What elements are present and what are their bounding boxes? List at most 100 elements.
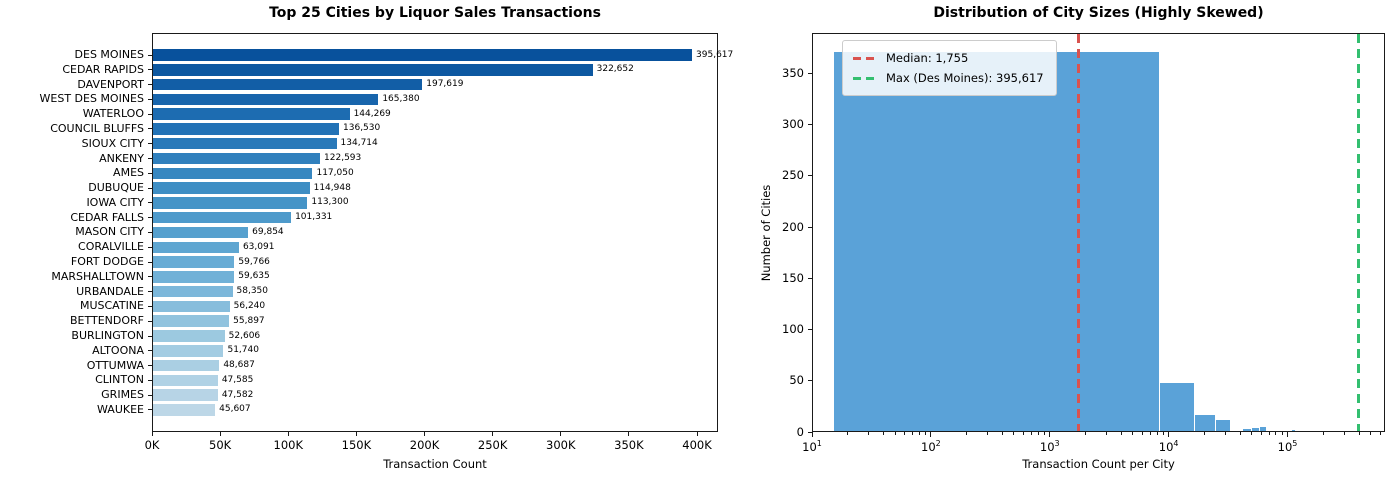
y-tick-cedar-falls	[148, 217, 152, 219]
y-tick-bettendorf	[148, 320, 152, 322]
max-dash-icon	[853, 76, 877, 80]
right-x-minor-tick	[1085, 432, 1087, 435]
value-label-ames: 117,050	[316, 167, 354, 178]
right-x-minor-tick	[1132, 432, 1134, 435]
left-x-tick-label-300K: 300K	[546, 438, 576, 452]
y-tick-cedar-rapids	[148, 69, 152, 71]
value-label-coralville: 63,091	[242, 241, 275, 252]
hist-bin-1	[1158, 382, 1195, 431]
right-x-minor-tick	[1043, 432, 1045, 435]
value-label-cedar-rapids: 322,652	[596, 64, 634, 75]
city-label-muscatine: MUSCATINE	[79, 299, 144, 313]
value-label-muscatine: 56,240	[233, 300, 266, 311]
bar-fort-dodge	[153, 256, 235, 268]
city-label-cedar-rapids: CEDAR RAPIDS	[62, 62, 144, 76]
right-y-tick-0	[808, 431, 812, 433]
value-label-bettendorf: 55,897	[233, 315, 265, 326]
right-x-minor-tick	[1149, 432, 1151, 435]
bar-bettendorf	[153, 315, 230, 327]
right-x-minor-tick	[1030, 432, 1032, 435]
y-tick-burlington	[148, 335, 152, 337]
right-x-tick-label-1e4: 104	[1158, 439, 1179, 454]
value-label-iowa-city: 113,300	[311, 197, 349, 208]
left-x-tick-100K	[287, 432, 289, 436]
right-y-tick-350	[808, 73, 812, 75]
bar-des-moines	[153, 49, 693, 61]
right-x-tick-label-1e3: 103	[1039, 439, 1060, 454]
bar-sioux-city	[153, 137, 337, 150]
left-x-tick-label-0K: 0K	[144, 438, 160, 452]
right-x-minor-tick	[1275, 432, 1277, 435]
median-line	[1077, 34, 1081, 431]
value-label-sioux-city: 134,714	[340, 138, 378, 149]
right-x-minor-tick	[918, 432, 920, 435]
left-x-tick-label-100K: 100K	[273, 438, 304, 452]
left-x-tick-label-350K: 350K	[614, 438, 644, 452]
right-x-minor-tick	[1281, 432, 1283, 435]
hist-bin-2	[1194, 414, 1216, 431]
y-tick-mason-city	[148, 231, 152, 233]
right-x-tick-label-1e5: 105	[1277, 439, 1298, 454]
hist-bin-6	[1251, 427, 1260, 431]
right-y-tick-250	[808, 175, 812, 177]
bar-mason-city	[153, 226, 249, 239]
bar-urbandale	[153, 285, 233, 298]
city-label-mason-city: MASON CITY	[75, 225, 144, 239]
right-x-minor-tick	[1037, 432, 1039, 435]
y-tick-sioux-city	[148, 143, 152, 145]
left-x-axis-label: Transaction Count	[383, 457, 487, 471]
right-x-minor-tick	[1370, 432, 1372, 435]
y-tick-urbandale	[148, 291, 152, 293]
hist-bin-5	[1241, 428, 1252, 431]
bar-waukee	[153, 404, 216, 416]
bar-burlington	[153, 330, 225, 342]
y-tick-ames	[148, 172, 152, 174]
right-x-minor-tick	[1260, 432, 1262, 435]
right-x-tick-1e2	[930, 432, 932, 437]
right-y-tick-label-0: 0	[796, 424, 804, 439]
y-tick-grimes	[148, 394, 152, 396]
city-label-west-des-moines: WEST DES MOINES	[39, 92, 144, 106]
right-x-axis-label: Transaction Count per City	[1022, 457, 1175, 471]
value-label-grimes: 47,582	[221, 389, 254, 400]
y-tick-west-des-moines	[148, 98, 152, 100]
value-label-cedar-falls: 101,331	[295, 212, 333, 223]
value-label-council-bluffs: 136,530	[343, 123, 381, 134]
right-x-minor-tick	[868, 432, 870, 435]
left-x-tick-350K	[628, 432, 630, 436]
y-tick-waukee	[148, 409, 152, 411]
city-label-cedar-falls: CEDAR FALLS	[70, 210, 144, 224]
value-label-mason-city: 69,854	[252, 226, 284, 237]
right-x-tick-1e3	[1049, 432, 1051, 437]
bar-waterloo	[153, 108, 350, 120]
right-x-minor-tick	[924, 432, 926, 435]
hist-bin-9	[1291, 429, 1295, 431]
value-label-fort-dodge: 59,766	[238, 256, 270, 267]
y-tick-muscatine	[148, 305, 152, 307]
city-label-coralville: CORALVILLE	[78, 240, 144, 254]
right-y-tick-100	[808, 329, 812, 331]
value-label-des-moines: 395,617	[696, 49, 734, 60]
bar-ankeny	[153, 152, 321, 165]
value-label-ottumwa: 48,687	[223, 360, 255, 371]
y-tick-davenport	[148, 84, 152, 86]
bar-clinton	[153, 374, 218, 387]
hist-bin-7	[1259, 426, 1267, 431]
value-label-marshalltown: 59,635	[238, 271, 270, 282]
y-tick-altoona	[148, 350, 152, 352]
city-label-dubuque: DUBUQUE	[88, 181, 144, 195]
city-label-bettendorf: BETTENDORF	[69, 314, 144, 328]
right-x-minor-tick	[1162, 432, 1164, 435]
right-x-minor-tick	[883, 432, 885, 435]
right-x-tick-1e4	[1168, 432, 1170, 437]
city-label-waukee: WAUKEE	[97, 402, 144, 416]
left-x-tick-300K	[560, 432, 562, 436]
right-x-minor-tick	[1239, 432, 1241, 435]
y-tick-des-moines	[148, 54, 152, 56]
city-label-ankeny: ANKENY	[99, 151, 144, 165]
value-label-west-des-moines: 165,380	[382, 93, 420, 104]
right-x-minor-tick	[1203, 432, 1205, 435]
right-y-tick-300	[808, 124, 812, 126]
left-x-tick-label-50K: 50K	[209, 438, 232, 452]
